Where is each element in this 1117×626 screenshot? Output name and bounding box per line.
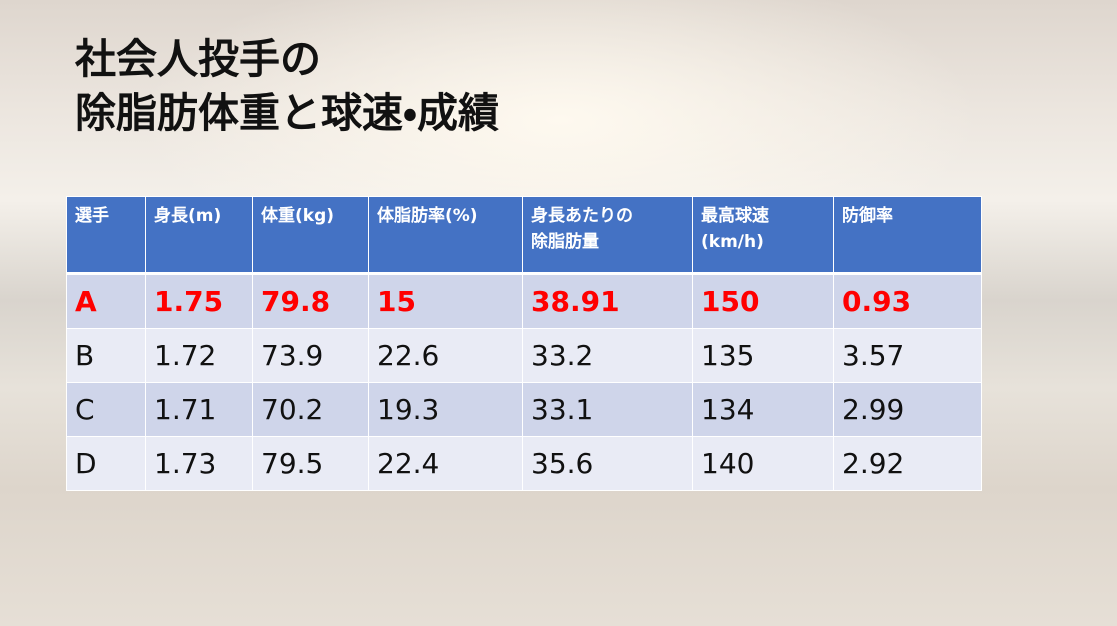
value-cell: 22.4: [368, 436, 523, 491]
column-header: 体脂肪率(%): [368, 196, 523, 275]
column-header: 最高球速 (km/h): [692, 196, 834, 275]
header-line: 選手: [75, 206, 109, 226]
value-cell: 2.92: [833, 436, 982, 491]
value-cell: 150: [692, 273, 834, 329]
header-line: 身長あたりの: [531, 206, 633, 226]
value-cell: 73.9: [252, 328, 369, 383]
value-cell: 2.99: [833, 382, 982, 437]
table-body: A 1.75 79.8 15 38.91 150 0.93 B 1.72 73.9 22.6 33.2…: [66, 273, 982, 491]
header-row: 選手 身長(m) 体重(kg) 体脂肪率(%) 身長あたりの 除脂肪量 最高球速 (km/h)…: [66, 196, 982, 275]
value-cell: 1.72: [145, 328, 253, 383]
value-cell: 1.73: [145, 436, 253, 491]
slide-title: 社会人投手の 除脂肪体重と球速・成績: [75, 32, 499, 140]
player-cell: C: [66, 382, 146, 437]
data-table: 選手 身長(m) 体重(kg) 体脂肪率(%) 身長あたりの 除脂肪量 最高球速 (km/h)…: [66, 196, 982, 491]
player-cell: D: [66, 436, 146, 491]
value-cell: 0.93: [833, 273, 982, 329]
value-cell: 134: [692, 382, 834, 437]
header-line: 最高球速: [701, 206, 769, 226]
table-row: C 1.71 70.2 19.3 33.1 134 2.99: [66, 382, 982, 437]
value-cell: 35.6: [522, 436, 693, 491]
value-cell: 22.6: [368, 328, 523, 383]
column-header: 選手: [66, 196, 146, 275]
value-cell: 70.2: [252, 382, 369, 437]
column-header: 防御率: [833, 196, 982, 275]
table-row: A 1.75 79.8 15 38.91 150 0.93: [66, 273, 982, 329]
value-cell: 38.91: [522, 273, 693, 329]
value-cell: 3.57: [833, 328, 982, 383]
player-cell: B: [66, 328, 146, 383]
value-cell: 79.5: [252, 436, 369, 491]
header-line: 防御率: [842, 206, 893, 226]
header-line: 体脂肪率(%): [377, 206, 478, 226]
table-head: 選手 身長(m) 体重(kg) 体脂肪率(%) 身長あたりの 除脂肪量 最高球速 (km/h)…: [66, 196, 982, 275]
header-line: (km/h): [701, 232, 764, 252]
title-line: 社会人投手の: [75, 35, 321, 83]
column-header: 身長あたりの 除脂肪量: [522, 196, 693, 275]
value-cell: 33.2: [522, 328, 693, 383]
table-row: B 1.72 73.9 22.6 33.2 135 3.57: [66, 328, 982, 383]
value-cell: 79.8: [252, 273, 369, 329]
title-line: 除脂肪体重と球速・成績: [75, 89, 499, 137]
value-cell: 140: [692, 436, 834, 491]
header-line: 身長(m): [154, 206, 222, 226]
value-cell: 1.75: [145, 273, 253, 329]
column-header: 身長(m): [145, 196, 253, 275]
player-cell: A: [66, 273, 146, 329]
column-header: 体重(kg): [252, 196, 369, 275]
value-cell: 15: [368, 273, 523, 329]
header-line: 体重(kg): [261, 206, 335, 226]
value-cell: 1.71: [145, 382, 253, 437]
value-cell: 135: [692, 328, 834, 383]
table-row: D 1.73 79.5 22.4 35.6 140 2.92: [66, 436, 982, 491]
value-cell: 19.3: [368, 382, 523, 437]
header-line: 除脂肪量: [531, 232, 599, 252]
value-cell: 33.1: [522, 382, 693, 437]
